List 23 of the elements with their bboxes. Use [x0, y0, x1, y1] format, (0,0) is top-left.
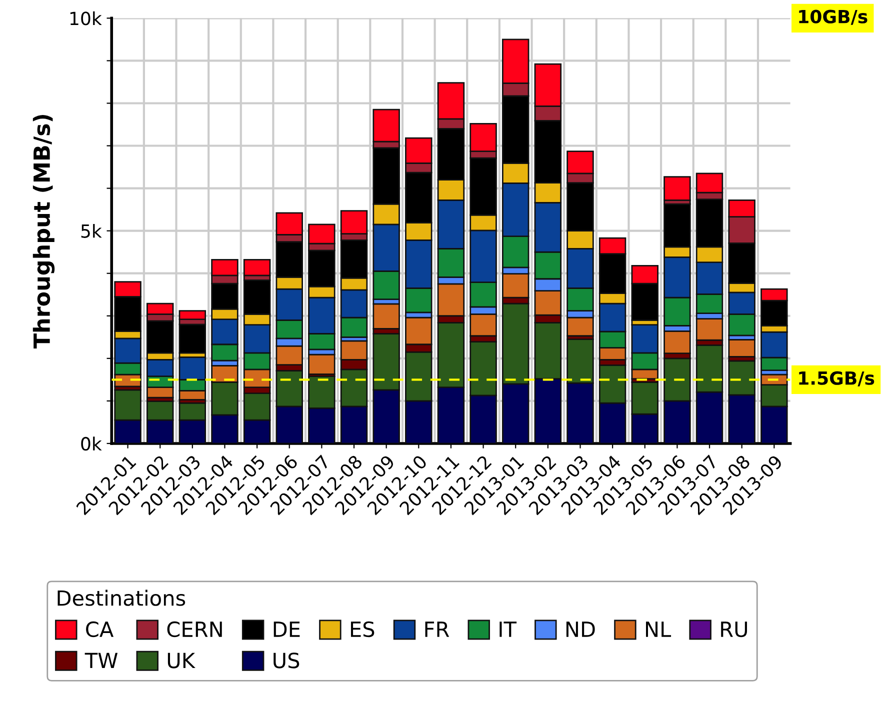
- legend-label: US: [274, 652, 300, 668]
- legend-title: Destinations: [58, 590, 186, 606]
- y-tick-label: 5k: [81, 224, 102, 238]
- legend-label: UK: [168, 652, 196, 668]
- legend-label: CA: [86, 621, 114, 638]
- legend-label: NL: [646, 622, 672, 637]
- legend-label: ES: [350, 621, 374, 638]
- text: 10GB/s: [799, 10, 868, 25]
- bar: [728, 339, 756, 358]
- legend-label: CERN: [167, 621, 222, 638]
- bar: [664, 176, 691, 201]
- y-axis-title: Throughput (MB/s): [32, 114, 55, 348]
- bar: [308, 354, 336, 375]
- legend-label: ND: [566, 622, 595, 637]
- legend-label: DE: [274, 622, 300, 637]
- legend-label: TW: [84, 652, 118, 668]
- ref-line-label: 1.5GB/s: [799, 371, 874, 386]
- y-tick-label: 0k: [81, 436, 102, 451]
- bar: [178, 324, 206, 354]
- legend-label: RU: [721, 622, 747, 638]
- legend-label: IT: [500, 622, 517, 637]
- legend-label: FR: [425, 622, 450, 637]
- y-tick-label: 10k: [70, 11, 102, 26]
